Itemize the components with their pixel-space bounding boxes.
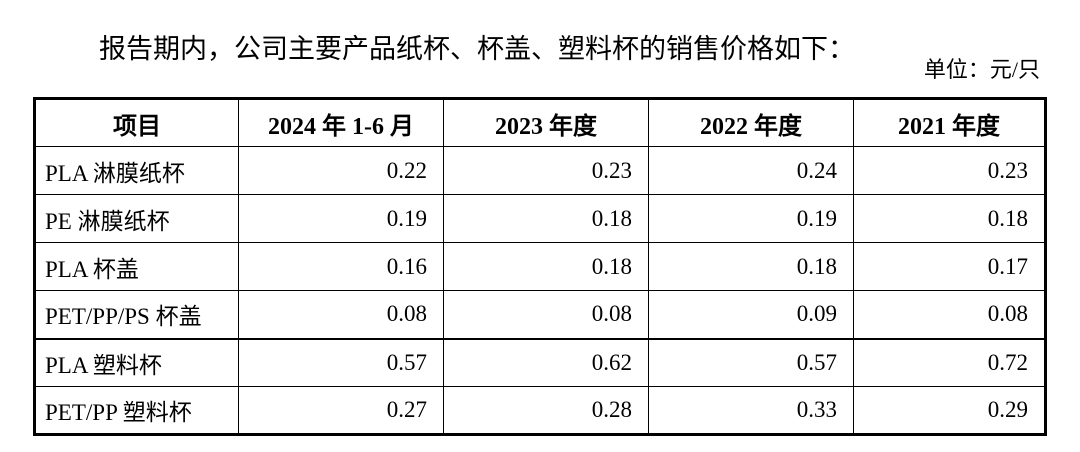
price-value-cell: 0.72 xyxy=(853,337,1046,387)
price-value-cell: 0.19 xyxy=(238,194,444,243)
table-header-row: 项目 2024 年 1-6 月 2023 年度 2022 年度 2021 年度 xyxy=(34,98,1046,147)
column-header-period: 2021 年度 xyxy=(853,98,1046,147)
price-value-cell: 0.08 xyxy=(853,290,1046,339)
price-value-cell: 0.23 xyxy=(853,146,1046,195)
price-value-cell: 0.18 xyxy=(853,194,1046,243)
price-value-cell: 0.62 xyxy=(443,337,649,387)
price-value-cell: 0.08 xyxy=(443,290,649,339)
price-value-cell: 0.09 xyxy=(648,290,854,339)
price-value-cell: 0.23 xyxy=(443,146,649,195)
price-value-cell: 0.28 xyxy=(443,386,649,435)
price-value-cell: 0.17 xyxy=(853,242,1046,291)
table-row: PET/PP/PS 杯盖 0.08 0.08 0.09 0.08 xyxy=(34,290,1046,339)
price-value-cell: 0.29 xyxy=(853,386,1046,435)
price-value-cell: 0.16 xyxy=(238,242,444,291)
table-row: PLA 杯盖 0.16 0.18 0.18 0.17 xyxy=(34,242,1046,291)
product-name-cell: PLA 淋膜纸杯 xyxy=(34,146,239,195)
column-header-period: 2022 年度 xyxy=(648,98,854,147)
price-value-cell: 0.18 xyxy=(443,242,649,291)
product-name-cell: PLA 塑料杯 xyxy=(34,337,239,387)
price-value-cell: 0.08 xyxy=(238,290,444,339)
sales-price-table: 项目 2024 年 1-6 月 2023 年度 2022 年度 2021 年度 PLA … xyxy=(33,97,1047,436)
table-row: PLA 塑料杯 0.57 0.62 0.57 0.72 xyxy=(34,337,1046,387)
table-row: PE 淋膜纸杯 0.19 0.18 0.19 0.18 xyxy=(34,194,1046,243)
price-value-cell: 0.33 xyxy=(648,386,854,435)
price-value-cell: 0.57 xyxy=(238,337,444,387)
column-header-item: 项目 xyxy=(34,98,239,147)
price-value-cell: 0.57 xyxy=(648,337,854,387)
product-name-cell: PET/PP/PS 杯盖 xyxy=(34,290,239,339)
intro-paragraph: 报告期内，公司主要产品纸杯、杯盖、塑料杯的销售价格如下： xyxy=(99,34,855,64)
price-value-cell: 0.27 xyxy=(238,386,444,435)
column-header-period: 2023 年度 xyxy=(443,98,649,147)
product-name-cell: PE 淋膜纸杯 xyxy=(34,194,239,243)
price-value-cell: 0.24 xyxy=(648,146,854,195)
table-row: PET/PP 塑料杯 0.27 0.28 0.33 0.29 xyxy=(34,386,1046,435)
table-row: PLA 淋膜纸杯 0.22 0.23 0.24 0.23 xyxy=(34,146,1046,195)
column-header-period: 2024 年 1-6 月 xyxy=(238,98,444,147)
unit-label: 单位：元/只 xyxy=(923,57,1040,82)
price-value-cell: 0.22 xyxy=(238,146,444,195)
price-value-cell: 0.19 xyxy=(648,194,854,243)
product-name-cell: PET/PP 塑料杯 xyxy=(34,386,239,435)
price-value-cell: 0.18 xyxy=(443,194,649,243)
price-value-cell: 0.18 xyxy=(648,242,854,291)
product-name-cell: PLA 杯盖 xyxy=(34,242,239,291)
table-body: PLA 淋膜纸杯 0.22 0.23 0.24 0.23 PE 淋膜纸杯 0.19 0.18 0… xyxy=(34,146,1046,435)
